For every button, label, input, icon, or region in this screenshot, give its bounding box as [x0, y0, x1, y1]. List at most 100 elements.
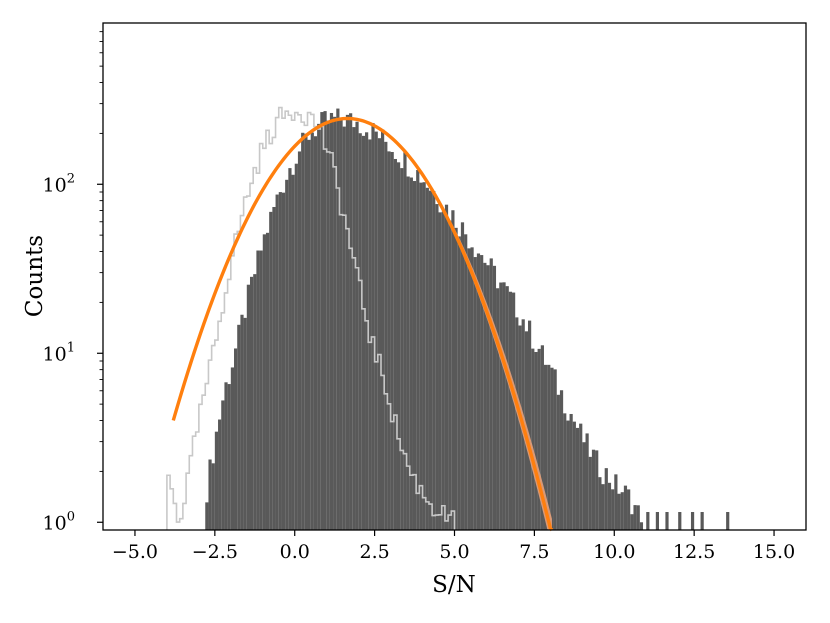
- histogram-bar: [559, 390, 564, 530]
- histogram-bar: [489, 258, 493, 530]
- histogram-bar: [575, 427, 580, 530]
- histogram-bar: [208, 459, 212, 530]
- histogram-bar: [502, 282, 506, 530]
- histogram-bar: [505, 286, 509, 530]
- histogram-bar: [457, 236, 461, 530]
- histogram-bar: [566, 420, 570, 530]
- histogram-bar: [326, 120, 330, 530]
- histogram-bar: [515, 317, 519, 530]
- histogram-bar: [259, 250, 263, 531]
- y-tick-label: 102: [43, 171, 75, 196]
- histogram-bar: [323, 111, 327, 530]
- fit-line: [171, 116, 554, 532]
- histogram-bar: [582, 442, 586, 530]
- histogram-bar: [636, 505, 640, 530]
- histogram-bar: [352, 127, 356, 531]
- x-tick-label: 0.0: [280, 541, 310, 563]
- histogram-bar: [246, 284, 250, 530]
- histogram-bar: [588, 456, 592, 530]
- histogram-bar: [313, 136, 318, 530]
- histogram-bar: [365, 132, 369, 530]
- histogram-bar: [400, 168, 404, 530]
- histogram-bar: [278, 192, 282, 530]
- x-tick-label: −2.5: [192, 541, 238, 563]
- histogram-bar: [537, 348, 541, 530]
- histogram-bar: [623, 485, 628, 530]
- histogram-bar: [611, 489, 615, 530]
- histogram-bar: [406, 176, 410, 531]
- histogram-bar: [371, 123, 375, 530]
- histogram-bar: [342, 126, 346, 531]
- filled-histogram: [205, 108, 730, 531]
- histogram-bar: [368, 139, 372, 530]
- histogram-bar: [297, 151, 302, 531]
- histogram-bar: [595, 450, 599, 530]
- histogram-bar: [355, 121, 359, 531]
- histogram-bar: [317, 123, 321, 531]
- histogram-bar: [329, 112, 334, 530]
- histogram-bar: [361, 135, 366, 530]
- histogram-bar: [464, 234, 468, 530]
- x-axis: −5.0 −2.5 0.0 2.5 5.0 7.5 10.0 12.5 15.0: [112, 530, 795, 563]
- histogram-bar: [272, 206, 276, 530]
- histogram-bar: [518, 325, 522, 530]
- histogram-bar: [630, 514, 634, 530]
- histogram-bar: [534, 351, 538, 530]
- x-tick-label: −5.0: [112, 541, 158, 563]
- histogram-bar: [646, 512, 650, 530]
- x-tick-label: 2.5: [360, 541, 390, 563]
- histogram-bar: [336, 108, 340, 530]
- histogram-bar: [435, 204, 439, 530]
- histogram-bar: [349, 113, 353, 530]
- histogram-bar: [512, 292, 516, 530]
- histogram-bar: [438, 212, 442, 530]
- histogram-bar: [240, 314, 244, 530]
- histogram-bar: [601, 484, 605, 530]
- fit-curve: [171, 116, 554, 532]
- histogram-bar: [307, 139, 311, 531]
- histogram-bar: [448, 220, 452, 530]
- histogram-bar: [333, 116, 337, 530]
- histogram-bar: [249, 276, 254, 530]
- histogram-bar: [301, 132, 305, 530]
- histogram-bar: [218, 419, 222, 530]
- histogram-bar: [374, 131, 378, 530]
- histogram-bar: [221, 400, 225, 530]
- x-tick-label: 5.0: [439, 541, 469, 563]
- step-histogram-line: [166, 106, 456, 530]
- histogram-bar: [563, 413, 567, 530]
- histogram-bar: [269, 211, 273, 530]
- histogram-bar: [655, 512, 660, 530]
- histogram-bar: [598, 477, 602, 530]
- y-tick-label: 101: [43, 340, 75, 365]
- histogram-bar: [492, 265, 497, 530]
- histogram-bar: [281, 192, 286, 530]
- histogram-bar: [553, 369, 557, 530]
- histogram-bar: [508, 291, 513, 530]
- histogram-bar: [227, 384, 231, 530]
- histogram-bar: [607, 482, 612, 530]
- histogram-bar: [480, 255, 484, 530]
- histogram-bar: [620, 492, 624, 530]
- histogram-bar: [476, 253, 481, 530]
- histogram-bar: [419, 182, 423, 530]
- histogram-bar: [205, 502, 209, 530]
- histogram-bar: [432, 190, 436, 530]
- histogram-bar: [387, 151, 391, 531]
- histogram-bar: [726, 512, 730, 530]
- histogram-bar: [425, 187, 429, 530]
- histogram-bar: [665, 512, 669, 530]
- histogram-bar: [591, 449, 596, 530]
- histogram-bar: [396, 162, 401, 531]
- x-tick-label: 12.5: [673, 541, 715, 563]
- histogram-bar: [496, 288, 500, 530]
- histogram-bar: [237, 324, 241, 530]
- histogram-bar: [320, 112, 324, 531]
- histogram-bar: [381, 129, 385, 530]
- histogram-bar: [614, 474, 618, 530]
- histogram-bar: [345, 114, 350, 531]
- histogram-bar: [403, 152, 407, 530]
- histogram-bar: [690, 512, 695, 530]
